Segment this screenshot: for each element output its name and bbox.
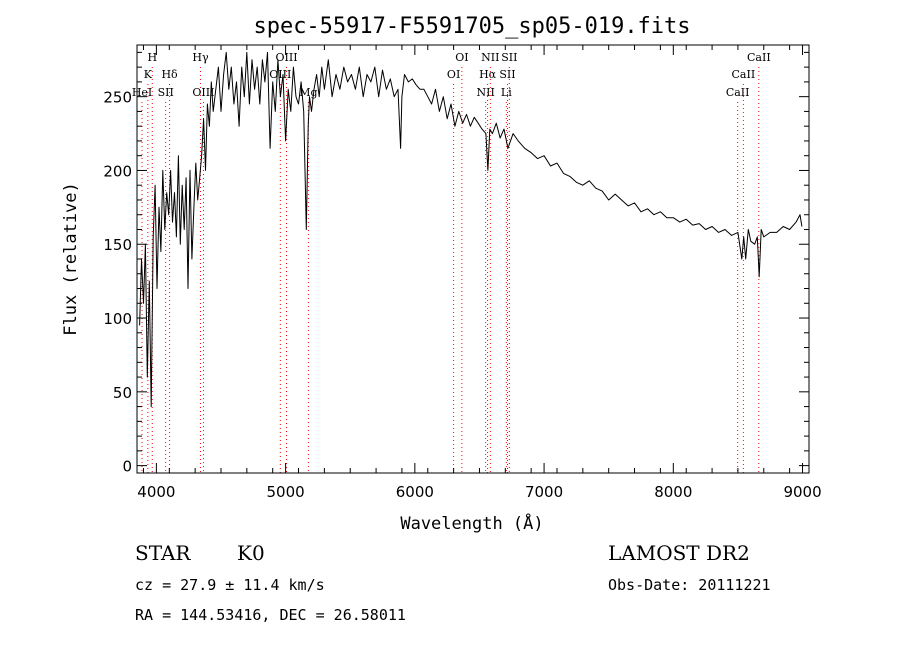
marker-label-1: K <box>144 68 153 81</box>
star-class: STAR <box>135 541 191 565</box>
marker-label-2: H <box>147 51 157 64</box>
x-tick-label-4: 8000 <box>654 483 692 501</box>
line-markers: HeIKHSIIHδHγOIIIOIIIOIIIMgOIOINIIHαNIILi… <box>132 51 771 473</box>
marker-label-4: Hδ <box>161 68 178 81</box>
x-tick-label-2: 6000 <box>396 483 434 501</box>
marker-label-10: OI <box>447 68 460 81</box>
marker-label-5: Hγ <box>192 51 209 64</box>
chart-title: spec-55917-F5591705_sp05-019.fits <box>253 14 690 39</box>
y-axis-label: Flux (relative) <box>61 182 81 336</box>
x-axis-label: Wavelength (Å) <box>400 512 543 534</box>
axis-ticks: 4000 5000 6000 7000 8000 9000 0 50 100 150 200 250 <box>103 45 822 501</box>
marker-label-6: OIII <box>192 86 214 99</box>
survey-name: LAMOST DR2 <box>608 541 750 565</box>
y-tick-label-4: 200 <box>103 162 132 180</box>
obs-date: Obs-Date: 20111221 <box>608 576 771 594</box>
coordinates-text: RA = 144.53416, DEC = 26.58011 <box>135 606 406 624</box>
marker-label-18: CaII <box>726 86 750 99</box>
y-tick-label-0: 0 <box>122 458 132 476</box>
star-subclass: K0 <box>237 541 265 565</box>
marker-label-12: NII <box>477 86 495 99</box>
y-tick-label-2: 100 <box>103 310 132 328</box>
marker-label-7: OIII <box>269 68 291 81</box>
y-tick-label-1: 50 <box>113 384 132 402</box>
marker-label-19: CaII <box>732 68 756 81</box>
marker-label-20: CaII <box>747 51 771 64</box>
x-tick-label-0: 4000 <box>137 483 175 501</box>
marker-label-16: SII <box>499 68 515 81</box>
x-tick-label-1: 5000 <box>267 483 305 501</box>
marker-label-14: NII <box>481 51 499 64</box>
marker-label-15: Li <box>501 86 512 99</box>
x-tick-label-5: 9000 <box>783 483 821 501</box>
y-tick-label-3: 150 <box>103 236 132 254</box>
redshift-text: cz = 27.9 ± 11.4 km/s <box>135 576 325 594</box>
y-tick-label-5: 250 <box>103 89 132 107</box>
marker-label-17: SII <box>501 51 517 64</box>
marker-label-8: OIII <box>275 51 297 64</box>
x-tick-label-3: 7000 <box>525 483 563 501</box>
marker-label-13: Hα <box>479 68 497 81</box>
marker-label-11: OI <box>455 51 468 64</box>
marker-label-3: SII <box>158 86 174 99</box>
spectrum-line-group <box>139 51 803 408</box>
spectrum-series-0 <box>139 51 803 408</box>
